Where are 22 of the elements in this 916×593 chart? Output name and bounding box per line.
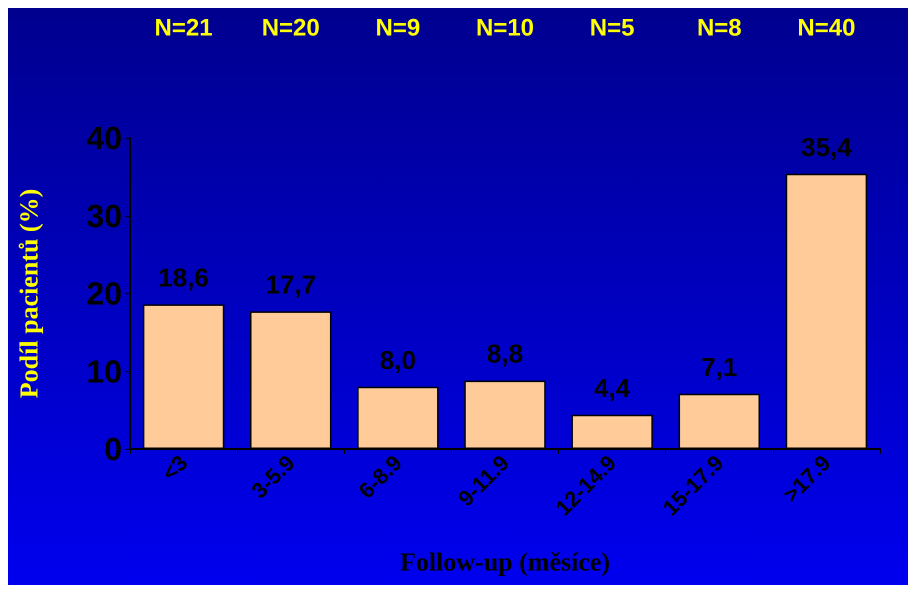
data-label: 7,1 — [701, 352, 738, 382]
text: N=40 — [797, 14, 856, 42]
data-label: 8,8 — [486, 338, 524, 369]
data-label: 17,7 — [265, 269, 316, 300]
data-label: 35,4 — [801, 132, 852, 162]
y-tick-label: 10 — [86, 353, 122, 390]
x-axis-title: Follow-up (měsíce) — [400, 548, 610, 576]
y-tick-label: 20 — [86, 276, 122, 312]
text: N=21 — [154, 14, 213, 42]
text: N=8 — [696, 14, 742, 42]
x-tick-label: <3 — [157, 450, 192, 486]
text: N=10 — [476, 14, 534, 42]
text: N=9 — [376, 14, 420, 42]
data-label: 4,4 — [594, 372, 631, 403]
data-label: 8,0 — [380, 344, 416, 375]
y-axis-title: Podíl pacientů (%) — [14, 188, 44, 398]
y-tick-label: 40 — [86, 120, 122, 156]
y-tick-label: 30 — [86, 198, 122, 234]
text: N=5 — [590, 14, 634, 42]
data-label: 18,6 — [158, 262, 209, 292]
text: N=20 — [262, 14, 320, 42]
y-tick-label: 0 — [104, 431, 122, 467]
